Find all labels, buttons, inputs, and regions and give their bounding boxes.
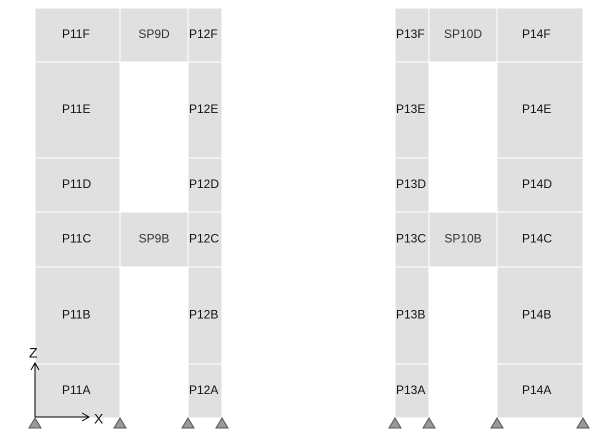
pier-panel [34,7,121,63]
pier-panel [496,61,584,159]
pier-label: P14C [522,232,552,246]
pier-panel [496,363,584,419]
pier-label: P14E [522,102,551,116]
pier-label: P11A [62,383,90,397]
pier-label: P14D [522,177,552,191]
pier-label: P13B [396,308,425,322]
pier-label: P13E [396,102,425,116]
pier-panel [34,266,121,365]
pier-label: P11D [62,177,91,191]
pier-label: P13D [396,177,426,191]
axis-triad: Z X [29,345,104,427]
pier-panel [394,61,430,159]
pier-panel [394,363,430,419]
support [576,417,590,429]
pier-label: P11F [62,27,90,41]
pier-panel [187,266,223,365]
pier-panel [187,61,223,159]
spandrel-label: SP9B [139,232,170,246]
pier-panel [394,211,430,268]
pier-label: P12C [189,232,219,246]
spandrel-label: SP10B [444,232,481,246]
pier-label: P11C [62,232,91,246]
pier-label: P12B [189,308,218,322]
pier-label: P13A [396,383,425,397]
pier-label: P13C [396,232,426,246]
support [28,417,42,429]
pier-panel [496,266,584,365]
pier-panel [187,363,223,419]
pier-label: P12F [189,27,218,41]
spandrel-panel [119,7,189,63]
pier-label: P14F [522,27,551,41]
pier-label: P12D [189,177,219,191]
pier-panel [496,157,584,213]
spandrel-panel [428,211,498,268]
z-label: Z [29,345,38,361]
pier-panel [394,157,430,213]
z-arrow [30,361,40,371]
pier-panel [496,7,584,63]
support [215,417,229,429]
pier-label: P13F [396,27,425,41]
pier-panel [34,61,121,159]
pier-label: P12E [189,102,218,116]
pier-panel [34,157,121,213]
pier-panel [394,266,430,365]
support [422,417,436,429]
spandrel-label: SP9D [138,27,170,41]
x-arrow [81,412,91,422]
pier-label: P14B [522,308,551,322]
pier-panel [34,211,121,268]
support [181,417,195,429]
support [388,417,402,429]
support [113,417,127,429]
x-label: X [94,411,104,427]
pier-label: P12A [189,383,218,397]
frames: P11F P11E P11D P11C P11B P11A P12F P12E P12D P12C… [28,7,590,429]
pier-label: P11E [62,102,90,116]
spandrel-panel [428,7,498,63]
support [490,417,504,429]
spandrel-label: SP10D [444,27,482,41]
pier-panel [187,211,223,268]
pier-label: P14A [522,383,551,397]
pier-label: P11B [62,308,90,322]
spandrel-panel [119,211,189,268]
